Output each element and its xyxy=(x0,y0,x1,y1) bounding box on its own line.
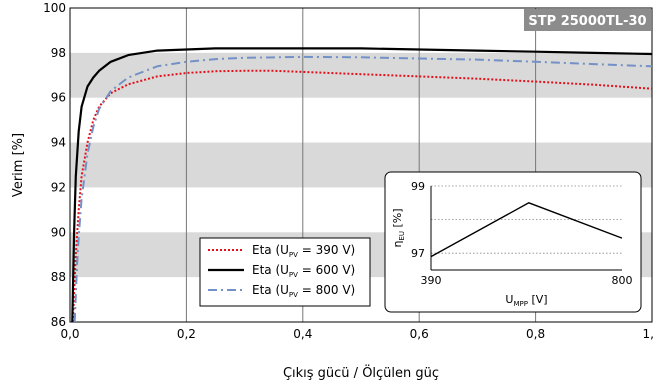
x-tick-label: 0,6 xyxy=(410,327,429,341)
y-tick-label: 88 xyxy=(51,270,66,284)
inset-chart: 97 99 390 800 UMPP [V] ηEU [%] xyxy=(384,171,642,313)
y-tick-label: 100 xyxy=(43,1,66,15)
inset-x-tick-label: 390 xyxy=(421,274,442,287)
y-tick-label: 96 xyxy=(51,91,66,105)
x-tick-label: 0,8 xyxy=(526,327,545,341)
x-tick-labels: 0,0 0,2 0,4 0,6 0,8 1,0 xyxy=(60,327,654,341)
inset-x-tick-label: 800 xyxy=(612,274,633,287)
inset-y-tick-label: 99 xyxy=(411,180,425,193)
model-badge-text: STP 25000TL-30 xyxy=(528,14,646,29)
inset-y-axis-label: ηEU [%] xyxy=(391,208,406,247)
y-tick-label: 86 xyxy=(51,315,66,329)
series-lines xyxy=(71,47,652,322)
legend-label: Eta (UPV = 600 V) xyxy=(252,263,355,279)
grey-band xyxy=(70,52,652,98)
y-tick-labels: 86 88 90 92 94 96 98 100 xyxy=(43,1,66,329)
y-tick-label: 90 xyxy=(51,225,66,239)
inset-box xyxy=(384,171,642,313)
x-tick-label: 0,2 xyxy=(177,327,196,341)
plot-frame xyxy=(69,7,653,323)
y-tick-label: 94 xyxy=(51,136,66,150)
series-line xyxy=(71,69,652,322)
x-axis-label: Çıkış gücü / Ölçülen güç xyxy=(283,364,439,381)
x-tick-label: 1,0 xyxy=(642,327,654,341)
inset-y-tick-label: 97 xyxy=(411,247,425,260)
inset-x-axis-label: UMPP [V] xyxy=(505,293,547,308)
legend-label: Eta (UPV = 390 V) xyxy=(252,243,355,259)
series-line xyxy=(73,55,652,322)
y-axis-label: Verim [%] xyxy=(11,133,26,197)
inset-series-line xyxy=(430,202,623,258)
y-tick-label: 92 xyxy=(51,180,66,194)
x-tick-label: 0,0 xyxy=(60,327,79,341)
series-line xyxy=(71,47,652,322)
legend-label: Eta (UPV = 800 V) xyxy=(252,283,355,299)
model-badge: STP 25000TL-30 xyxy=(524,9,651,31)
model-badge-background xyxy=(524,9,651,31)
legend: Eta (UPV = 390 V) Eta (UPV = 600 V) Eta (U… xyxy=(199,237,371,307)
x-tick-label: 0,4 xyxy=(293,327,312,341)
y-tick-label: 98 xyxy=(51,46,66,60)
